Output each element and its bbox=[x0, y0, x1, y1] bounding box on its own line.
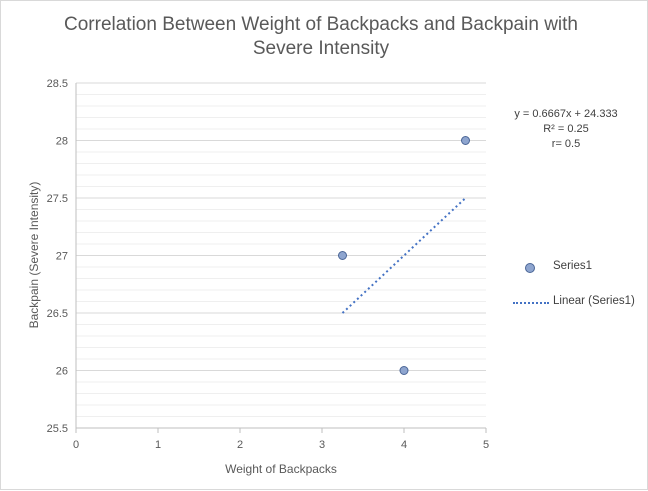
data-point bbox=[399, 366, 409, 375]
r-squared-text: R² = 0.25 bbox=[543, 123, 589, 135]
y-tick-label: 27 bbox=[56, 251, 68, 263]
y-tick-label: 26 bbox=[56, 366, 68, 378]
x-axis-label: Weight of Backpacks bbox=[225, 462, 337, 476]
x-tick-label: 5 bbox=[483, 439, 489, 451]
y-tick-label: 28 bbox=[56, 136, 68, 148]
data-point bbox=[338, 251, 347, 260]
trendline bbox=[341, 197, 467, 314]
x-tick-label: 3 bbox=[319, 439, 325, 451]
trendline-equation: y = 0.6667x + 24.333 R² = 0.25 r= 0.5 bbox=[506, 107, 626, 152]
tick-labels: 25.5 26 26.5 27 27.5 28 28.5 0 1 2 3 4 5 bbox=[47, 78, 489, 451]
dotted-line-icon bbox=[513, 302, 549, 304]
y-tick-label: 28.5 bbox=[47, 78, 68, 90]
y-tick-label: 26.5 bbox=[47, 308, 68, 320]
y-tick-label: 27.5 bbox=[47, 193, 68, 205]
trendline-group bbox=[341, 197, 467, 314]
legend-label-series1: Series1 bbox=[553, 260, 592, 272]
data-point bbox=[461, 136, 470, 145]
x-tick-label: 0 bbox=[73, 439, 79, 451]
equation-text: y = 0.6667x + 24.333 bbox=[514, 108, 618, 120]
axes bbox=[75, 83, 487, 433]
x-tick-label: 2 bbox=[237, 439, 243, 451]
r-text: r= 0.5 bbox=[551, 138, 581, 150]
y-tick-label: 25.5 bbox=[47, 423, 68, 435]
y-axis-label: Backpain (Severe Intensity) bbox=[27, 182, 41, 329]
gridlines bbox=[76, 82, 486, 429]
x-tick-label: 4 bbox=[401, 439, 407, 451]
x-tick-label: 1 bbox=[155, 439, 161, 451]
data-points bbox=[338, 136, 470, 375]
series-marker-icon bbox=[525, 263, 535, 273]
chart-title: Correlation Between Weight of Backpacks … bbox=[64, 14, 578, 59]
legend-label-linear: Linear (Series1) bbox=[553, 295, 635, 307]
